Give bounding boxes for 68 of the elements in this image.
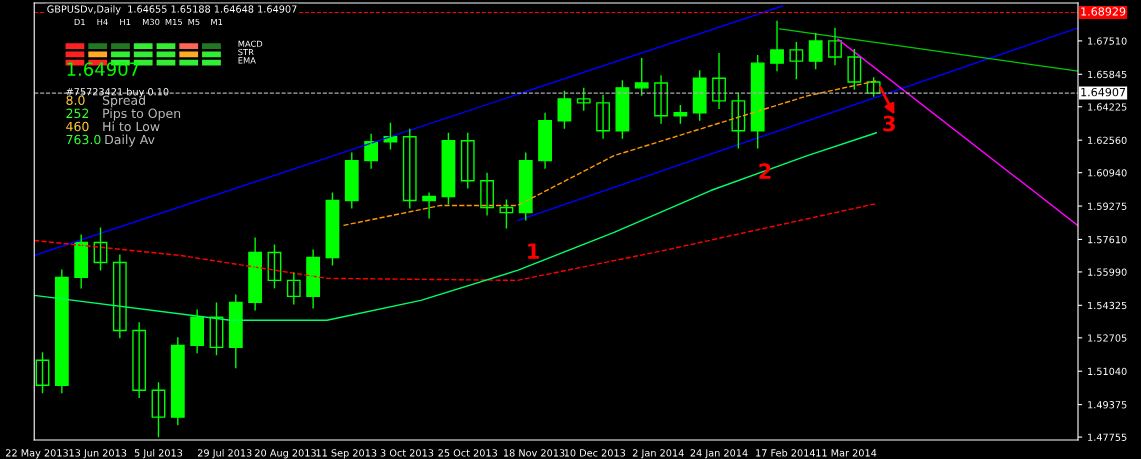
x-tick-label: 17 Feb 2014 (756, 449, 816, 457)
y-tick-label: 1.54325 (1088, 301, 1127, 310)
annotation: 252 (66, 108, 89, 119)
candlestick (228, 293, 243, 369)
candlestick (557, 90, 572, 130)
candlestick (731, 92, 746, 150)
y-tick-label: 1.52705 (1088, 334, 1127, 342)
annotation: M30 (142, 18, 160, 26)
annotation: 8.0 (66, 95, 85, 105)
y-tick-label: 1.62560 (1088, 136, 1127, 145)
annotation: Daily Av (105, 134, 155, 147)
candlestick (344, 151, 359, 210)
x-tick-label: 20 Aug 2013 (255, 449, 316, 459)
x-tick-label: 5 Jul 2013 (134, 449, 183, 459)
x-tick-label: 29 Jul 2013 (197, 449, 252, 459)
candlestick (576, 87, 591, 112)
x-tick-label: 13 Jun 2013 (69, 449, 127, 459)
annotation: M1 (211, 18, 223, 25)
y-tick-label: 1.65845 (1088, 70, 1127, 79)
ref-line-label: 1.64907 (1081, 87, 1126, 97)
y-tick-label: 1.51040 (1088, 367, 1127, 376)
y-tick-label: 1.57610 (1088, 235, 1127, 244)
annotation: STR (238, 48, 254, 56)
candlestick (789, 41, 804, 80)
candlestick (847, 48, 862, 91)
candlestick (402, 128, 417, 210)
candlestick (634, 57, 649, 97)
annotation: D1 (74, 18, 85, 25)
candlestick (460, 132, 475, 190)
x-tick-label: 2 Jan 2014 (632, 449, 684, 459)
annotation: 1 (528, 243, 539, 259)
annotation: 1.64907 (67, 62, 139, 76)
line-series (34, 132, 878, 321)
y-tick-label: 1.64225 (1088, 103, 1127, 111)
chart-title: GBPUSDv,Daily 1.64655 1.65188 1.64648 1.64907 (47, 5, 297, 15)
candlestick (750, 54, 765, 150)
annotation: Hi to Low (103, 121, 160, 132)
annotation: 3 (883, 115, 895, 132)
x-tick-label: 3 Oct 2013 (380, 449, 434, 457)
x-tick-label: 24 Jan 2014 (690, 449, 748, 459)
candlestick (286, 271, 301, 306)
x-tick-label: 10 Dec 2013 (564, 449, 626, 457)
line-series (34, 202, 878, 282)
ref-line-label: 1.68929 (1081, 7, 1126, 16)
x-tick-label: 25 Oct 2013 (438, 449, 498, 457)
y-tick-label: 1.55990 (1088, 268, 1127, 276)
y-tick-label: 1.59275 (1088, 202, 1127, 210)
candlestick (518, 151, 533, 222)
annotation: M5 (188, 18, 200, 26)
annotation: 763.0 (66, 134, 101, 145)
annotation: Pips to Open (103, 108, 181, 121)
annotation: MACD (238, 40, 263, 47)
y-tick-label: 1.49375 (1088, 401, 1127, 409)
x-tick-label: 22 May 2013 (6, 449, 68, 459)
x-tick-label: 11 Sep 2013 (316, 449, 377, 459)
annotation: H4 (97, 18, 108, 25)
y-tick-label: 1.60940 (1088, 169, 1127, 177)
y-tick-label: 1.47755 (1088, 433, 1127, 441)
x-tick-label: 11 Mar 2014 (816, 449, 877, 457)
candlestick (615, 79, 630, 140)
x-tick-label: 18 Nov 2013 (503, 449, 565, 457)
candlestick (808, 32, 823, 70)
annotation: 460 (66, 121, 89, 132)
y-tick-label: 1.67510 (1088, 37, 1127, 45)
annotation: EMA (238, 57, 256, 64)
candlestick (770, 20, 784, 72)
annotation: M15 (165, 18, 182, 26)
annotation: H1 (120, 18, 131, 25)
